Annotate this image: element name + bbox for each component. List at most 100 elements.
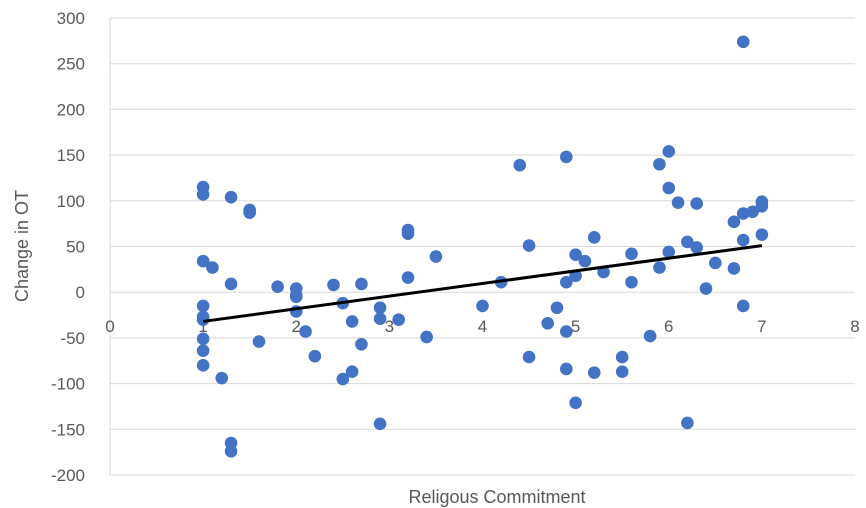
data-points: [196, 35, 769, 458]
data-point: [355, 337, 368, 351]
data-point: [215, 371, 229, 385]
x-tick-label: 7: [757, 317, 766, 336]
data-point: [746, 205, 759, 219]
data-point: [224, 190, 238, 204]
x-tick-label: 1: [198, 317, 207, 336]
data-point: [681, 416, 694, 430]
data-point: [727, 262, 741, 275]
x-tick-label: 0: [105, 317, 114, 336]
data-point: [662, 245, 676, 259]
y-tick-label: 200: [57, 100, 85, 119]
data-point: [653, 261, 666, 274]
x-tick-label: 8: [850, 317, 859, 336]
y-tick-label: 50: [66, 238, 85, 257]
data-point: [662, 145, 676, 158]
data-point: [289, 290, 303, 304]
trendline-group: [202, 244, 763, 323]
gridlines: [109, 17, 855, 476]
data-point: [429, 250, 443, 263]
data-point: [578, 254, 592, 268]
data-point: [224, 444, 238, 458]
data-point: [736, 233, 750, 247]
data-point: [308, 349, 322, 363]
y-tick-label: -150: [51, 420, 85, 439]
data-point: [392, 313, 405, 326]
data-point: [625, 275, 638, 289]
data-point: [653, 157, 666, 171]
data-point: [196, 313, 210, 326]
data-point: [662, 181, 676, 195]
data-point: [327, 278, 340, 292]
y-tick-label: -50: [60, 329, 85, 348]
data-point: [336, 372, 350, 386]
data-point: [699, 282, 713, 295]
data-point: [224, 277, 238, 291]
data-point: [569, 248, 582, 262]
y-tick-label: 300: [57, 9, 85, 28]
data-point: [755, 228, 769, 241]
data-point: [513, 158, 527, 172]
data-point: [560, 325, 573, 338]
data-point: [355, 277, 368, 291]
x-axis-title: Religous Commitment: [408, 487, 585, 507]
data-point: [671, 196, 685, 209]
data-point: [196, 299, 210, 313]
data-point: [615, 350, 629, 364]
data-point: [615, 365, 629, 379]
data-point: [420, 330, 433, 344]
data-point: [271, 280, 284, 294]
y-tick-label: -100: [51, 375, 85, 394]
data-point: [401, 227, 415, 241]
data-point: [736, 207, 750, 220]
data-point: [373, 312, 387, 326]
y-tick-label: 250: [57, 55, 85, 74]
data-point: [560, 150, 573, 164]
data-point: [345, 365, 359, 379]
data-point: [345, 315, 359, 328]
data-point: [243, 206, 256, 219]
y-tick-label: 150: [57, 146, 85, 165]
data-point: [196, 359, 210, 372]
y-tick-label: -200: [51, 466, 85, 485]
data-point: [196, 332, 210, 346]
data-point: [522, 350, 536, 364]
data-point: [727, 215, 741, 229]
data-point: [709, 256, 722, 270]
data-point: [299, 325, 312, 338]
x-tick-label: 6: [664, 317, 673, 336]
data-point: [736, 35, 750, 49]
data-point: [196, 344, 210, 357]
data-point: [587, 366, 601, 379]
x-tick-label: 2: [292, 317, 301, 336]
data-point: [373, 417, 387, 431]
data-point: [373, 301, 387, 315]
y-tick-label: 0: [76, 283, 85, 302]
data-point: [736, 299, 750, 313]
data-point: [625, 247, 638, 261]
data-point: [550, 301, 564, 315]
x-tick-label: 3: [385, 317, 394, 336]
data-point: [541, 316, 554, 330]
data-point: [560, 275, 573, 289]
data-point: [681, 235, 694, 249]
data-point: [569, 396, 582, 410]
data-point: [755, 199, 769, 213]
data-point: [196, 254, 210, 268]
x-tick-label: 4: [478, 317, 487, 336]
trendline: [202, 244, 763, 323]
data-point: [476, 299, 489, 313]
data-point: [206, 261, 219, 274]
y-tick-label: 100: [57, 192, 85, 211]
x-tick-label: 5: [571, 317, 580, 336]
y-axis-ticks: -200 -150 -100 -50 0 50 100 150 200 250 300: [51, 9, 85, 485]
data-point: [196, 188, 210, 201]
data-point: [690, 241, 703, 254]
x-axis-ticks: 0 1 2 3 4 5 6 7 8: [105, 317, 859, 336]
data-point: [560, 362, 573, 376]
data-point: [401, 271, 415, 284]
data-point: [587, 231, 601, 244]
data-point: [252, 335, 266, 348]
data-point: [690, 197, 703, 210]
y-axis-title: Change in OT: [12, 190, 32, 302]
